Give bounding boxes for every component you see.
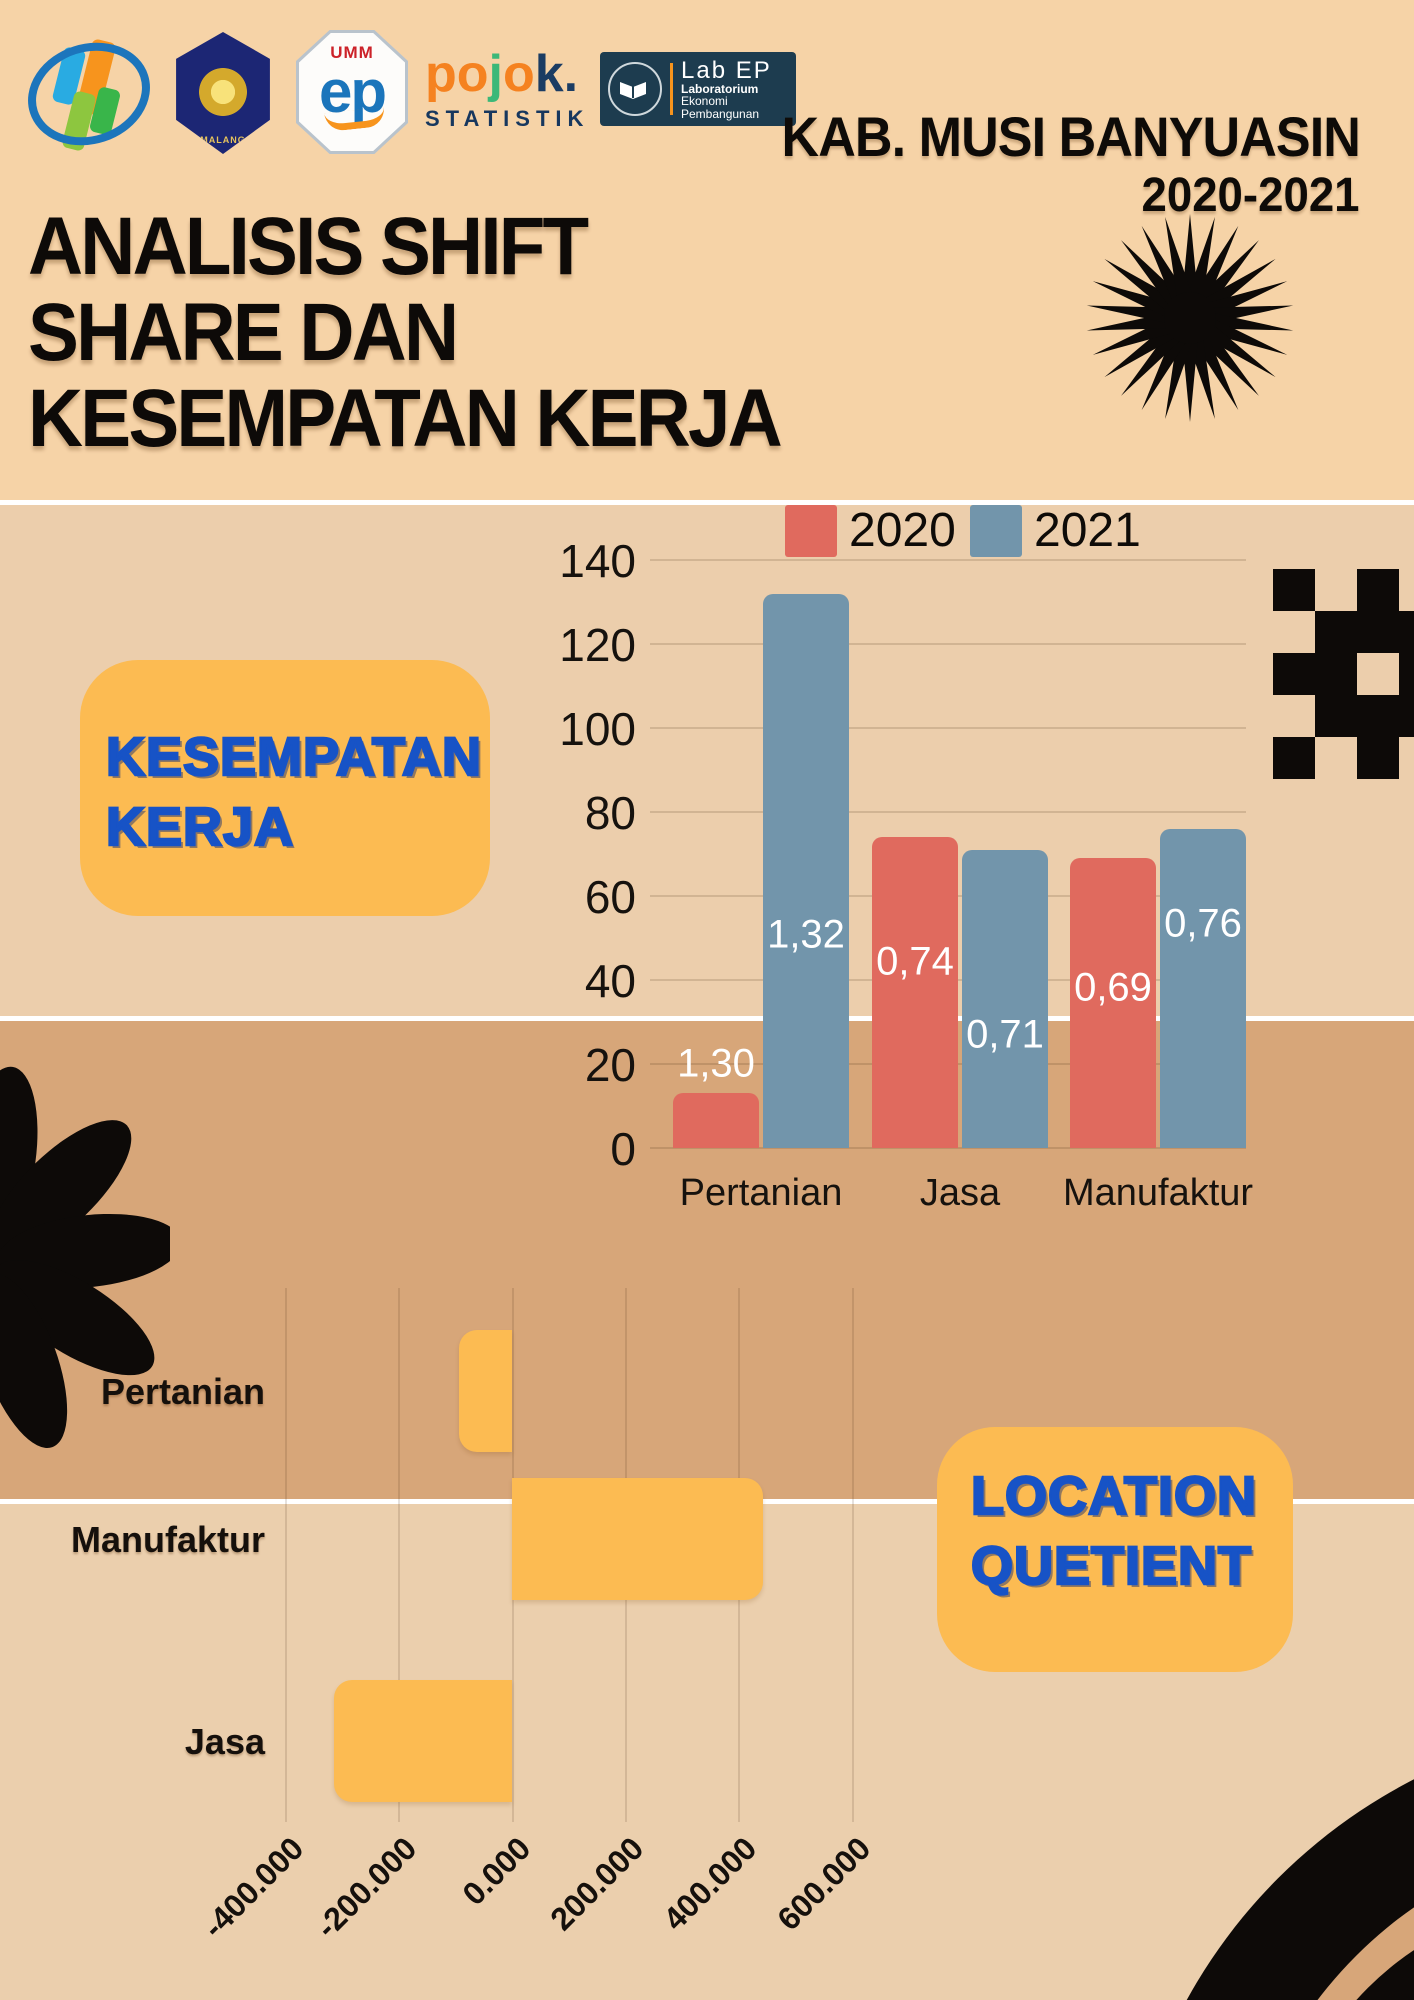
- pixel-cell-r3c3: [1399, 695, 1414, 737]
- umm-shield-caption: MALANG: [200, 135, 246, 145]
- bar-value-label-manufaktur-2020: 0,69: [1074, 965, 1152, 1010]
- pojok-letter-5: .: [563, 45, 579, 103]
- y-tick-label-100: 100: [559, 703, 636, 755]
- pixel-cell-r2c3: [1399, 653, 1414, 695]
- pojok-wordmark: pojok.: [425, 48, 605, 100]
- bar-jasa-2021: [962, 850, 1048, 1148]
- umm-ep-logo: UMM ep: [296, 30, 408, 154]
- kesempatan-kerja-badge-line-2: KERJA: [105, 796, 295, 859]
- pixel-cell-r3c1: [1315, 695, 1357, 737]
- lab-ep-line2: Ekonomi Pembangunan: [681, 94, 760, 121]
- lab-ep-line1: Laboratorium: [681, 81, 759, 96]
- lq-gridline-600.000: [852, 1288, 854, 1822]
- years-range: 2020-2021: [1141, 169, 1360, 222]
- lq-bar-jasa: [334, 1680, 512, 1802]
- pojok-statistik-logo: pojok. STATISTIK: [425, 48, 605, 132]
- lab-ep-divider: [670, 63, 673, 115]
- y-tick-label-60: 60: [584, 871, 636, 923]
- pixel-cell-r3c2: [1357, 695, 1399, 737]
- bar-value-label-jasa-2020: 0,74: [876, 939, 954, 984]
- starburst-icon: [1086, 214, 1294, 422]
- umm-ep-logo-umm-text: UMM: [330, 43, 374, 62]
- x-category-label-manufaktur: Manufaktur: [1062, 1172, 1254, 1214]
- main-title-line-1: ANALISIS SHIFT: [28, 201, 589, 292]
- pixel-cell-r4c0: [1273, 737, 1315, 779]
- pojok-statistik-text: STATISTIK: [425, 106, 590, 131]
- bar-value-label-jasa-2021: 0,71: [966, 1012, 1044, 1057]
- bar-value-label-manufaktur-2021: 0,76: [1164, 901, 1242, 946]
- pojok-letter-4: k: [534, 45, 564, 103]
- main-title-line-2: SHARE DAN: [28, 287, 459, 378]
- umm-ep-logo-ep-text: ep: [318, 58, 387, 125]
- pixel-cell-r1c3: [1399, 611, 1414, 653]
- lab-ep-name: Lab EP: [681, 56, 772, 84]
- umm-ep-logo-inner: UMM ep: [299, 33, 405, 151]
- bar-pertanian-2020: [673, 1093, 759, 1148]
- legend-swatch-2021: [970, 505, 1022, 557]
- bar-manufaktur-2021: [1160, 829, 1246, 1148]
- lq-row-label-pertanian: Pertanian: [100, 1371, 265, 1412]
- bar-pertanian-2021: [763, 594, 849, 1148]
- bar-value-label-pertanian-2020: 1,30: [677, 1041, 755, 1086]
- gridline-y-100: [650, 727, 1246, 729]
- pixel-cell-r0c0: [1273, 569, 1315, 611]
- legend-label-2021: 2021: [1034, 504, 1141, 557]
- kesempatan-kerja-badge-line-1: KESEMPATAN: [105, 726, 483, 789]
- pixel-cell-r2c0: [1273, 653, 1315, 695]
- pixel-cell-r1c2: [1357, 611, 1399, 653]
- y-tick-label-80: 80: [584, 787, 636, 839]
- lq-bar-manufaktur: [512, 1478, 763, 1600]
- kesempatan-kerja-badge: KESEMPATAN KERJA: [80, 660, 490, 916]
- y-tick-label-0: 0: [610, 1123, 636, 1175]
- gridline-y-80: [650, 811, 1246, 813]
- lab-ep-emblem-icon: [608, 62, 662, 116]
- pojok-letter-1: o: [456, 45, 489, 103]
- white-separator-1: [0, 500, 1414, 505]
- gridline-y-140: [650, 559, 1246, 561]
- x-category-label-pertanian: Pertanian: [679, 1172, 843, 1214]
- bar-jasa-2020: [872, 837, 958, 1148]
- pixel-cell-r2c1: [1315, 653, 1357, 695]
- region-title: KAB. MUSI BANYUASIN: [781, 105, 1361, 168]
- pojok-letter-2: j: [488, 45, 503, 103]
- y-tick-label-20: 20: [584, 1039, 636, 1091]
- y-tick-label-40: 40: [584, 955, 636, 1007]
- location-quetient-badge: LOCATION QUETIENT: [937, 1427, 1293, 1672]
- x-category-label-jasa: Jasa: [919, 1172, 1001, 1214]
- pojok-letter-0: p: [425, 45, 457, 103]
- bps-logo-icon: [28, 30, 150, 158]
- legend-label-2020: 2020: [849, 504, 956, 557]
- umm-shield-sun-icon: [195, 64, 251, 120]
- pixel-cell-r0c2: [1357, 569, 1399, 611]
- location-quetient-badge-line-1: LOCATION: [970, 1465, 1257, 1528]
- gridline-y-0: [650, 1147, 1246, 1149]
- legend-swatch-2020: [785, 505, 837, 557]
- main-title-line-3: KESEMPATAN KERJA: [28, 373, 783, 464]
- lq-row-label-manufaktur: Manufaktur: [70, 1519, 265, 1560]
- bar-manufaktur-2020: [1070, 858, 1156, 1148]
- y-tick-label-120: 120: [559, 619, 636, 671]
- flower-icon: [0, 1066, 170, 1448]
- pojok-letter-3: o: [502, 45, 535, 103]
- y-tick-label-140: 140: [559, 535, 636, 587]
- lq-gridline--400.000: [285, 1288, 287, 1822]
- pixel-cell-r1c1: [1315, 611, 1357, 653]
- pixel-cell-r4c2: [1357, 737, 1399, 779]
- white-separator-2: [0, 1016, 1414, 1021]
- lq-row-label-jasa: Jasa: [184, 1721, 265, 1762]
- bar-value-label-pertanian-2021: 1,32: [767, 912, 845, 957]
- lab-ep-logo: Lab EP Laboratorium Ekonomi Pembangunan: [600, 52, 796, 126]
- gridline-y-120: [650, 643, 1246, 645]
- main-title: ANALISIS SHIFT SHARE DAN KESEMPATAN KERJ…: [28, 201, 783, 464]
- lq-gridline--200.000: [398, 1288, 400, 1822]
- lq-bar-pertanian: [459, 1330, 512, 1452]
- location-quetient-badge-line-2: QUETIENT: [970, 1535, 1253, 1598]
